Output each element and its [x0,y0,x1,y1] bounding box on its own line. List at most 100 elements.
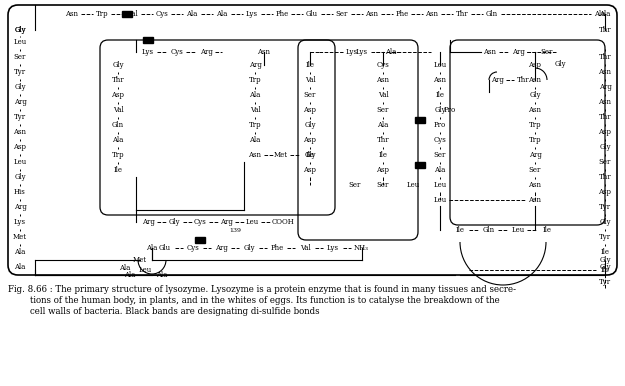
Text: Asp: Asp [599,128,611,136]
Text: Asp: Asp [111,91,124,99]
Text: 139: 139 [229,229,241,234]
Text: Gly: Gly [599,256,611,264]
Text: Thr: Thr [599,113,611,121]
Text: Asn: Asn [529,76,541,84]
Text: Gly: Gly [599,143,611,151]
Text: Ile: Ile [456,226,464,234]
Text: Tyr: Tyr [14,68,26,76]
Text: Fig. 8.66 : The primary structure of lysozyme. Lysozyme is a protein enzyme that: Fig. 8.66 : The primary structure of lys… [8,285,516,294]
Text: Thr: Thr [377,136,389,144]
Text: Gly: Gly [243,244,255,252]
Text: Leu: Leu [406,181,419,189]
Text: Ala: Ala [119,264,131,272]
Bar [415,162,425,168]
Text: cell walls of bacteria. Black bands are designating di-sulfide bonds: cell walls of bacteria. Black bands are … [8,307,319,316]
Text: Arg: Arg [141,218,154,226]
Text: Trp: Trp [96,10,108,18]
Text: Gly: Gly [304,151,316,159]
Text: Glu: Glu [306,10,318,18]
Text: Phe: Phe [396,10,409,18]
Text: His: His [14,188,26,196]
Text: Lys: Lys [356,48,368,56]
Text: Lys: Lys [14,218,26,226]
Text: Val: Val [299,244,311,252]
Text: Thr: Thr [112,76,124,84]
Text: Ser: Ser [377,106,389,114]
Text: Val: Val [249,106,261,114]
Text: tions of the human body, in plants, and in the whites of eggs. Its function is t: tions of the human body, in plants, and … [8,296,500,305]
Text: Asn: Asn [434,76,446,84]
Bar [195,237,205,243]
Text: Cys: Cys [194,218,206,226]
Text: Ala: Ala [249,136,261,144]
Text: Ala: Ala [249,91,261,99]
Text: Ile: Ile [114,166,122,174]
Bar [122,11,132,17]
Text: Asn: Asn [366,10,379,18]
Text: Ser: Ser [541,48,553,56]
Text: Asn: Asn [426,10,439,18]
Text: Val: Val [378,91,388,99]
Text: Lys: Lys [327,244,339,252]
Text: Ala: Ala [385,48,397,56]
Text: Gln: Gln [486,10,498,18]
Text: Leu: Leu [433,196,447,204]
Text: Ala: Ala [594,10,606,18]
Text: Ser: Ser [349,181,361,189]
Text: Asp: Asp [529,61,541,69]
Text: Leu: Leu [433,181,447,189]
Text: Gly: Gly [304,121,316,129]
Text: Tyr: Tyr [599,203,611,211]
Text: Cys: Cys [434,136,446,144]
Text: Tyr: Tyr [599,233,611,241]
Text: Asp: Asp [376,166,389,174]
Text: Gly: Gly [14,173,26,181]
Text: Asn: Asn [529,181,541,189]
Text: Leu: Leu [246,218,259,226]
Text: Tyr: Tyr [599,278,611,286]
Text: Asn: Asn [249,151,261,159]
Text: Ile: Ile [436,91,444,99]
Text: Ile: Ile [306,61,314,69]
Text: Gly: Gly [168,218,180,226]
Text: Trp: Trp [112,151,124,159]
Text: Asn: Asn [529,196,541,204]
Text: Arg: Arg [14,98,26,106]
Text: Gly: Gly [14,26,26,34]
Text: Asn: Asn [14,128,26,136]
Text: Ile: Ile [601,248,609,256]
Text: Gln: Gln [483,226,495,234]
Text: Lys: Lys [346,48,358,56]
Text: Phe: Phe [271,244,284,252]
Text: Pro: Pro [434,121,446,129]
Text: Thr: Thr [599,173,611,181]
Text: Leu: Leu [433,61,447,69]
Text: Ser: Ser [434,151,446,159]
Text: Arg: Arg [14,203,26,211]
Text: Gly: Gly [529,91,541,99]
Text: Arg: Arg [249,61,261,69]
Text: Pro: Pro [444,106,456,114]
Text: Ile: Ile [601,266,609,274]
Text: Ser: Ser [336,10,348,18]
Text: Ala: Ala [378,121,389,129]
Text: Lys: Lys [246,10,258,18]
Text: Arg: Arg [214,244,228,252]
Text: Gly: Gly [599,218,611,226]
Text: Leu: Leu [13,38,27,46]
Text: Met: Met [13,233,27,241]
Text: Thr: Thr [456,10,468,18]
Text: Gly: Gly [112,61,124,69]
Text: Asp: Asp [304,166,316,174]
Text: Leu: Leu [13,158,27,166]
Text: Ser: Ser [377,181,389,189]
Text: Val: Val [127,10,138,18]
Text: Cys: Cys [171,48,183,56]
Text: Thr: Thr [517,76,529,84]
Text: Thr: Thr [599,53,611,61]
Text: Phe: Phe [276,10,289,18]
Text: Asp: Asp [304,106,316,114]
Text: Lys: Lys [142,48,154,56]
Text: Ala: Ala [14,263,26,271]
Text: Asn: Asn [258,48,271,56]
